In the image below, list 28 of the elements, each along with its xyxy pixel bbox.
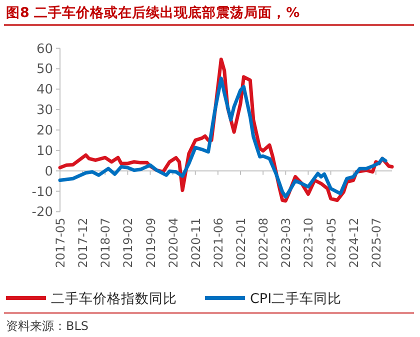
x-tick-label: 2020-11 (188, 218, 203, 268)
y-tick-label: 60 (36, 42, 53, 57)
x-tick-label: 2023-03 (279, 218, 294, 268)
x-tick-label: 2019-09 (144, 218, 158, 268)
x-tick-label: 2023-10 (302, 218, 316, 268)
legend-label: CPI二手车同比 (250, 291, 342, 307)
y-tick-label: 50 (36, 62, 53, 78)
y-tick-label: -10 (32, 184, 53, 200)
x-tick-label: 2020-04 (166, 218, 180, 268)
x-tick-label: 2022-08 (256, 218, 271, 268)
y-tick-label: 10 (36, 144, 53, 159)
y-tick-label: 20 (36, 124, 53, 138)
title: 图8 二手车价格或在后续出现底部震荡局面，% (6, 5, 300, 21)
x-tick-label: 2018-07 (98, 218, 113, 268)
y-tick-label: 0 (44, 164, 53, 180)
x-tick-label: 2024-05 (324, 218, 338, 268)
x-tick-label: 2017-12 (76, 218, 90, 268)
text: 资料来源：BLS (6, 319, 89, 333)
x-tick-label: 2017-05 (54, 218, 68, 268)
y-tick-label: -20 (32, 205, 53, 220)
x-tick-label: 2024-12 (346, 218, 361, 268)
x-tick-label: 2025-07 (369, 218, 384, 268)
x-tick-label: 2021-06 (211, 218, 226, 268)
x-tick-label: 2019-02 (121, 218, 136, 268)
legend-label: 二手车价格指数同比 (51, 291, 177, 307)
y-tick-label: 30 (36, 103, 53, 118)
y-tick-label: 40 (36, 82, 53, 98)
x-tick-label: 2022-01 (234, 218, 248, 268)
